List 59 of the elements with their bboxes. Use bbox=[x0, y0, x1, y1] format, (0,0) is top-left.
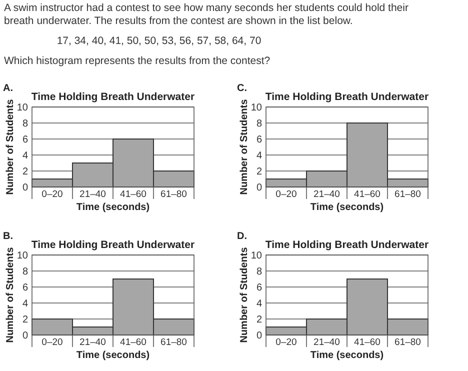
y-tick-label: 2 bbox=[256, 166, 262, 178]
y-tick-label: 0 bbox=[22, 330, 28, 342]
text: D. bbox=[237, 231, 248, 242]
y-tick-label: 2 bbox=[22, 166, 28, 178]
x-tick-label: 21–40 bbox=[314, 337, 340, 348]
x-tick-label: 0–20 bbox=[42, 337, 63, 348]
x-tick-label: 61–80 bbox=[394, 337, 421, 348]
y-tick-label: 0 bbox=[256, 330, 262, 342]
x-tick-label: 61–80 bbox=[160, 337, 187, 348]
x-axis-title: Time (seconds) bbox=[76, 350, 150, 361]
x-tick-label: 41–60 bbox=[354, 189, 380, 200]
y-tick-label: 8 bbox=[22, 266, 28, 278]
y-tick-label: 10 bbox=[250, 250, 262, 262]
y-tick-label: 8 bbox=[256, 266, 262, 278]
y-tick-label: 10 bbox=[250, 102, 262, 114]
text: Which histogram represents the results from the contest? bbox=[4, 55, 272, 68]
y-tick-label: 10 bbox=[16, 102, 28, 114]
y-axis-title: Number of Students bbox=[239, 98, 250, 195]
y-axis-title: Number of Students bbox=[5, 246, 16, 343]
y-axis-title: Number of Students bbox=[5, 98, 16, 195]
y-tick-label: 4 bbox=[256, 298, 262, 310]
text: 17, 34, 40, 41, 50, 50, 53, 56, 57, 58, 64, 70 bbox=[56, 35, 262, 48]
text: A swim instructor had a contest to see how many seconds her students could hold their breath underwater. The results from the contest are shown in the list below. bbox=[4, 2, 410, 28]
x-tick-label: 0–20 bbox=[276, 189, 297, 200]
x-axis-title: Time (seconds) bbox=[310, 202, 384, 213]
x-axis-title: Time (seconds) bbox=[310, 350, 384, 361]
x-tick-label: 21–40 bbox=[80, 189, 106, 200]
x-tick-label: 41–60 bbox=[120, 337, 146, 348]
chart-title: Time Holding Breath Underwater bbox=[265, 239, 429, 251]
y-tick-label: 6 bbox=[22, 282, 28, 294]
text: B. bbox=[3, 231, 14, 242]
y-tick-label: 0 bbox=[22, 182, 28, 194]
x-tick-label: 61–80 bbox=[394, 189, 421, 200]
x-tick-label: 21–40 bbox=[80, 337, 106, 348]
x-axis-title: Time (seconds) bbox=[76, 202, 150, 213]
y-tick-label: 2 bbox=[256, 314, 262, 326]
text: C. bbox=[237, 83, 248, 94]
y-tick-label: 6 bbox=[22, 134, 28, 146]
y-tick-label: 4 bbox=[22, 150, 28, 162]
y-tick-label: 10 bbox=[16, 250, 28, 262]
y-tick-label: 6 bbox=[256, 134, 262, 146]
text: A. bbox=[3, 83, 14, 94]
x-tick-label: 21–40 bbox=[314, 189, 340, 200]
x-tick-label: 41–60 bbox=[354, 337, 380, 348]
y-tick-label: 4 bbox=[256, 150, 262, 162]
y-tick-label: 8 bbox=[22, 118, 28, 130]
x-tick-label: 0–20 bbox=[276, 337, 297, 348]
y-tick-label: 2 bbox=[22, 314, 28, 326]
y-tick-label: 6 bbox=[256, 282, 262, 294]
chart-title: Time Holding Breath Underwater bbox=[31, 239, 195, 251]
chart-title: Time Holding Breath Underwater bbox=[31, 91, 195, 103]
y-tick-label: 8 bbox=[256, 118, 262, 130]
y-axis-title: Number of Students bbox=[239, 246, 250, 343]
x-tick-label: 0–20 bbox=[42, 189, 63, 200]
y-tick-label: 4 bbox=[22, 298, 28, 310]
x-tick-label: 61–80 bbox=[160, 189, 187, 200]
y-tick-label: 0 bbox=[256, 182, 262, 194]
chart-title: Time Holding Breath Underwater bbox=[265, 91, 429, 103]
x-tick-label: 41–60 bbox=[120, 189, 146, 200]
